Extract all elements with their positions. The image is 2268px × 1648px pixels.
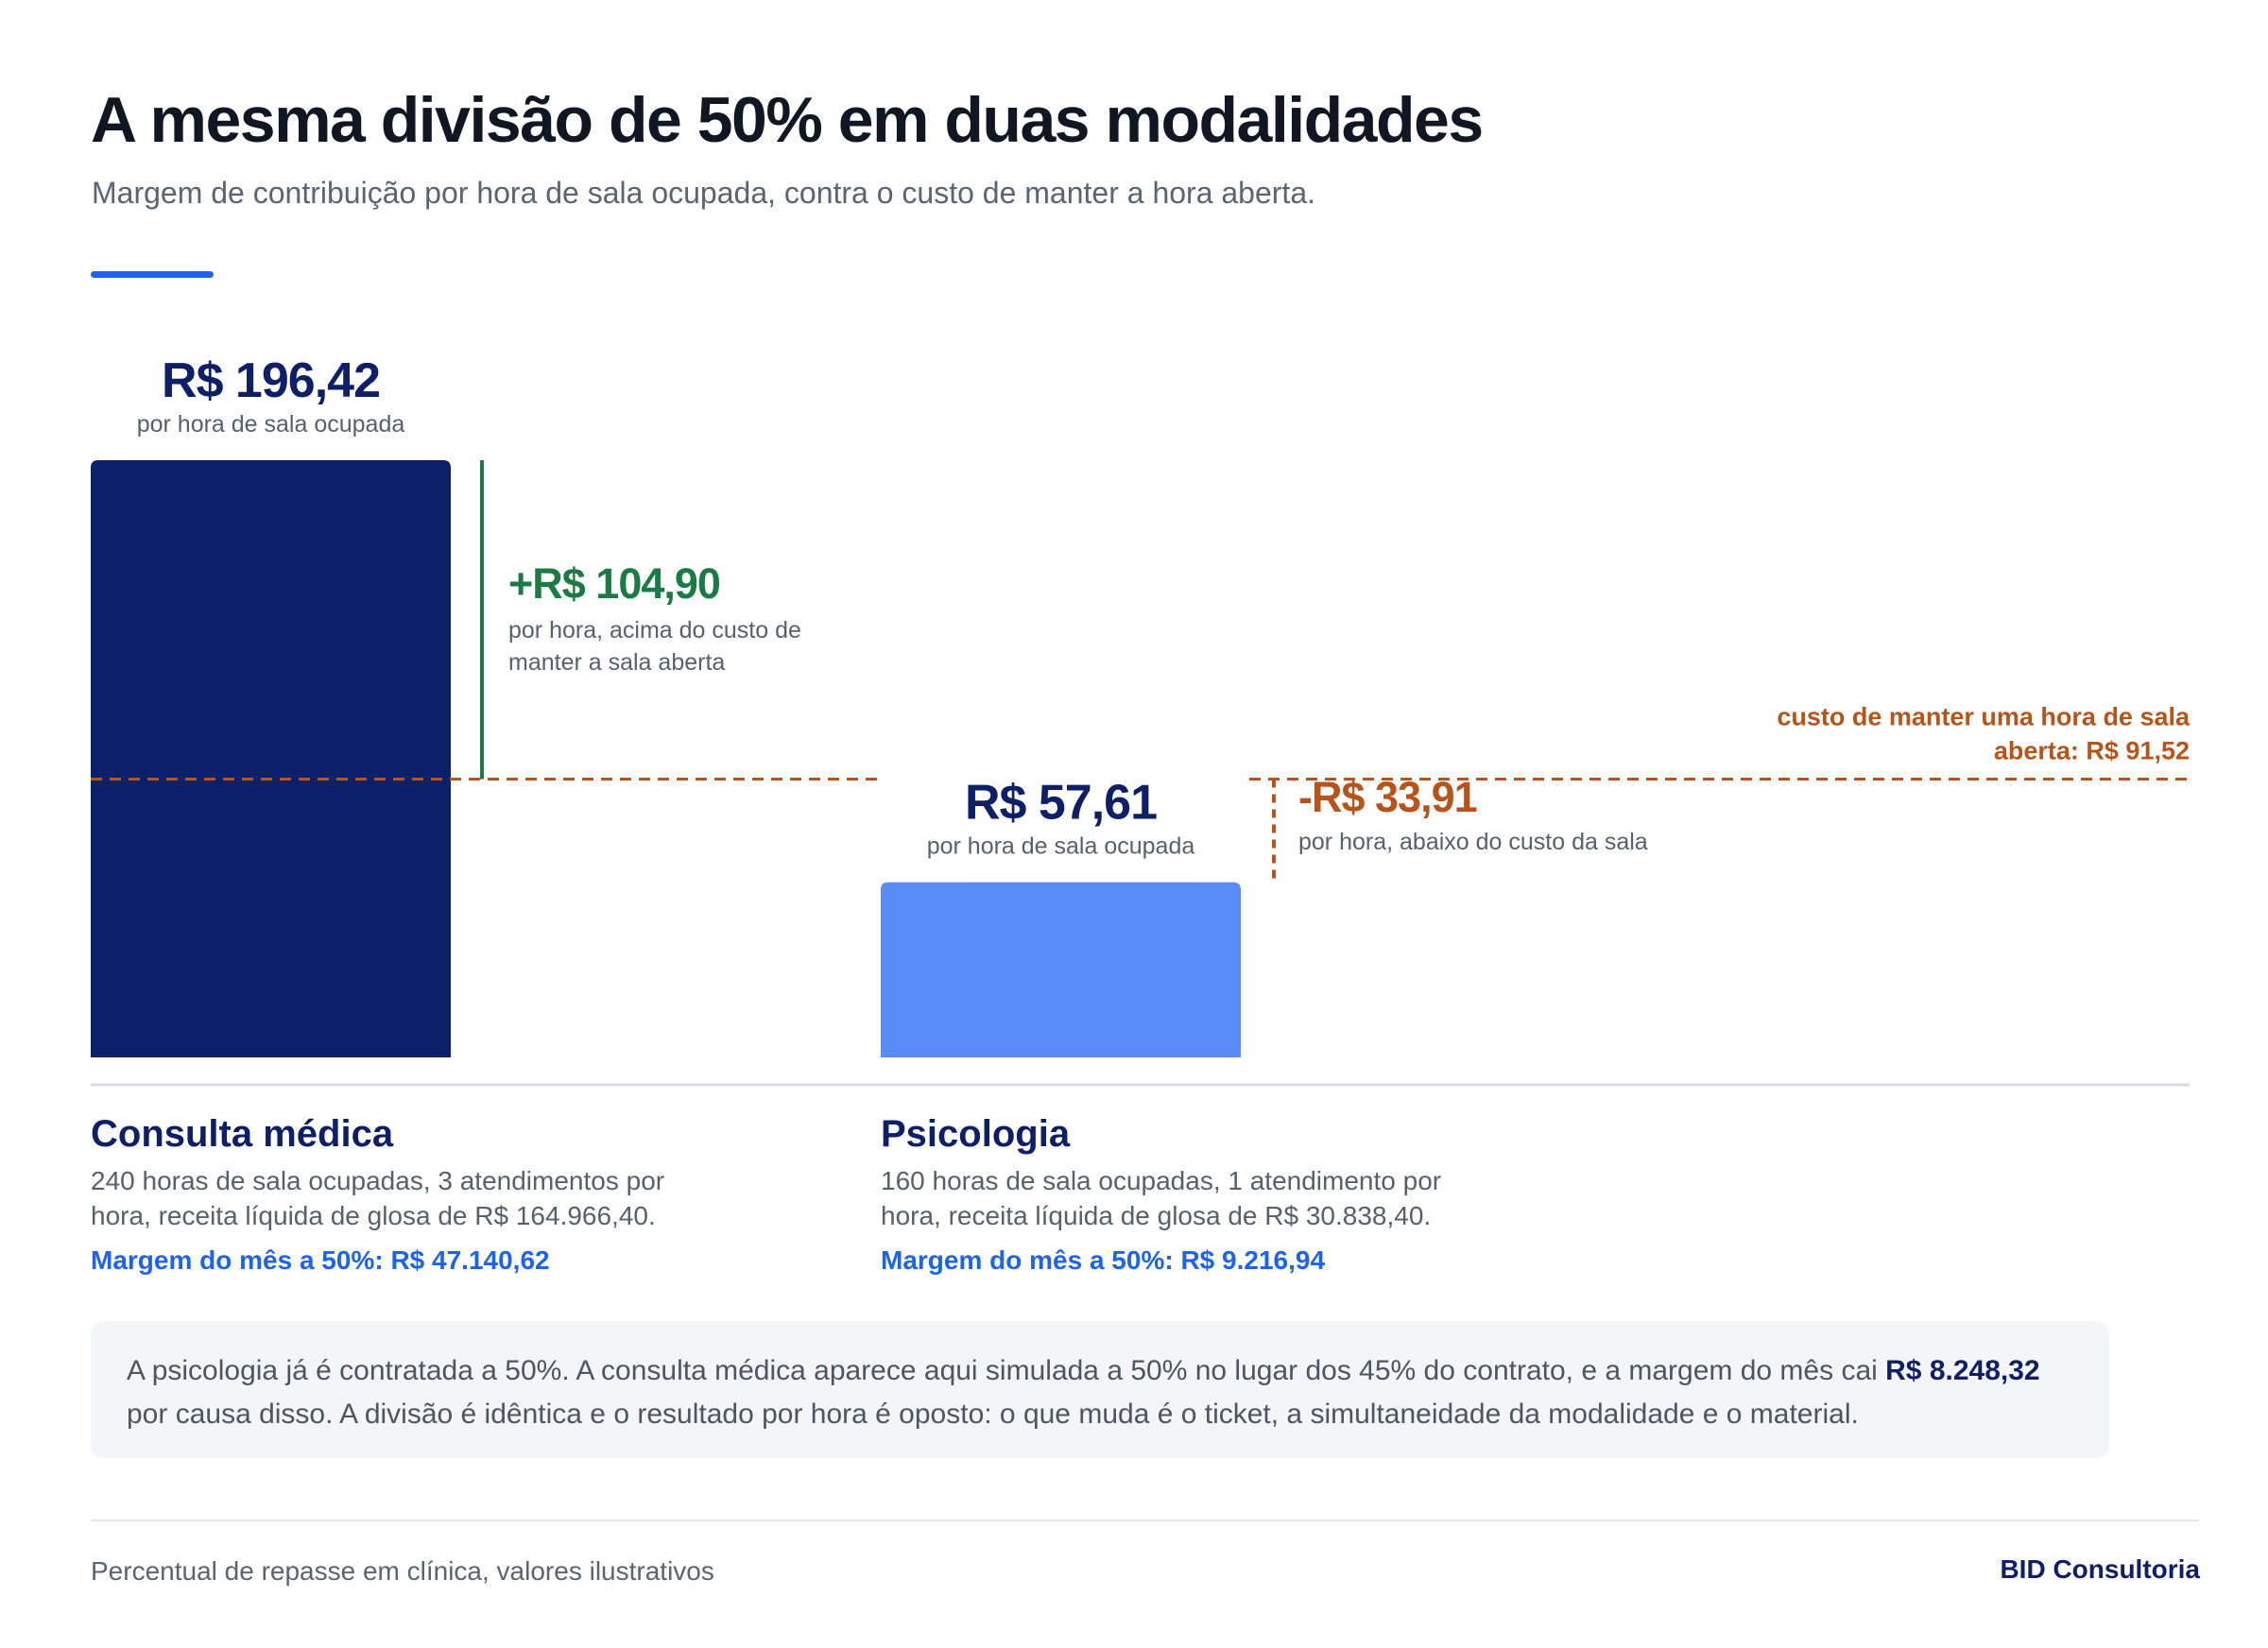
difference-caption-psicologia-line-1: por hora, abaixo do custo da sala bbox=[1298, 829, 1648, 855]
value-label-psicologia: R$ 57,61 bbox=[965, 776, 1157, 831]
category-name-psicologia: Psicologia bbox=[881, 1113, 1071, 1155]
page-title: A mesma divisão de 50% em duas modalidad… bbox=[91, 84, 1484, 156]
difference-caption-consulta-line-1: por hora, acima do custo de bbox=[508, 617, 801, 644]
footer-divider bbox=[91, 1519, 2199, 1521]
value-caption-consulta: por hora de sala ocupada bbox=[137, 411, 405, 438]
page-subtitle: Margem de contribuição por hora de sala … bbox=[92, 176, 1315, 210]
explanation-note: A psicologia já é contratada a 50%. A co… bbox=[91, 1321, 2109, 1458]
note-text-before: A psicologia já é contratada a 50%. A co… bbox=[127, 1355, 1886, 1386]
footer-source: Percentual de repasse em clínica, valore… bbox=[91, 1556, 714, 1586]
category-margin-consulta: Margem do mês a 50%: R$ 47.140,62 bbox=[91, 1245, 550, 1275]
note-highlight-value: R$ 8.248,32 bbox=[1885, 1355, 2040, 1386]
difference-label-psicologia: -R$ 33,91 bbox=[1298, 773, 1477, 821]
accent-rule bbox=[91, 271, 214, 278]
reference-line-label-line-2: aberta: R$ 91,52 bbox=[1994, 737, 2190, 765]
note-text-after: por causa disso. A divisão é idêntica e … bbox=[127, 1399, 1859, 1430]
value-caption-psicologia: por hora de sala ocupada bbox=[927, 833, 1195, 860]
reference-line-label-line-1: custo de manter uma hora de sala bbox=[1777, 703, 2191, 731]
bar-consulta bbox=[91, 460, 451, 1057]
difference-label-consulta: +R$ 104,90 bbox=[508, 559, 720, 608]
category-margin-psicologia: Margem do mês a 50%: R$ 9.216,94 bbox=[881, 1245, 1326, 1275]
value-label-consulta: R$ 196,42 bbox=[162, 353, 380, 408]
note-text: A psicologia já é contratada a 50%. A co… bbox=[127, 1349, 2073, 1436]
category-name-consulta: Consulta médica bbox=[91, 1113, 394, 1155]
difference-caption-consulta-line-2: manter a sala aberta bbox=[508, 649, 725, 676]
bar-psicologia bbox=[881, 882, 1241, 1057]
category-description-psicologia: 160 horas de sala ocupadas, 1 atendiment… bbox=[881, 1166, 1442, 1230]
category-description-consulta: 240 horas de sala ocupadas, 3 atendiment… bbox=[91, 1166, 665, 1230]
footer-brand: BID Consultoria bbox=[2000, 1554, 2200, 1584]
